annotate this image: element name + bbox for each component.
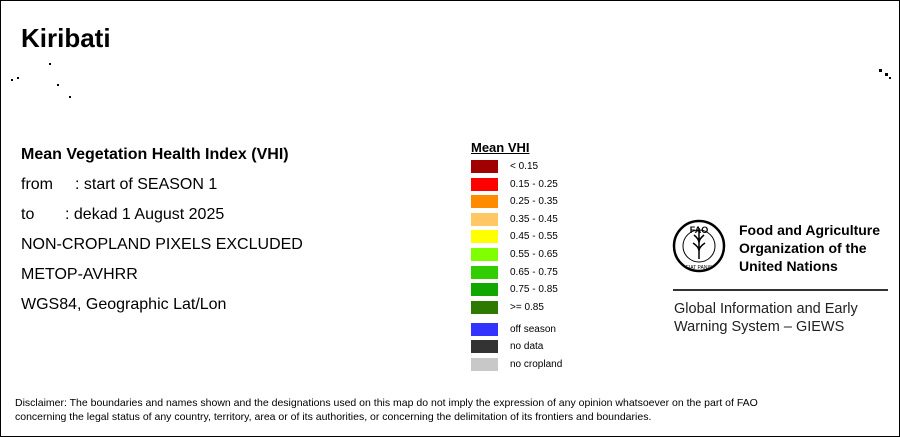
legend-swatch xyxy=(471,160,498,173)
projection: WGS84, Geographic Lat/Lon xyxy=(21,296,227,313)
from-label: from xyxy=(21,176,53,193)
legend-swatch xyxy=(471,230,498,244)
legend-swatch xyxy=(471,265,498,279)
legend-swatch xyxy=(471,195,498,209)
legend-label: no cropland xyxy=(510,358,563,370)
legend-label: < 0.15 xyxy=(510,161,539,172)
fao-name: United Nations xyxy=(739,258,838,274)
legend-label: off season xyxy=(510,324,556,335)
logo-letters: FAO xyxy=(690,225,709,235)
legend-label: 0.65 - 0.75 xyxy=(510,266,558,278)
legend-title: Mean VHI xyxy=(471,140,530,155)
mask: NON-CROPLAND PIXELS EXCLUDED xyxy=(21,236,303,253)
legend-label: 0.35 - 0.45 xyxy=(510,213,558,225)
legend-label: 0.55 - 0.65 xyxy=(510,249,558,260)
legend-swatch xyxy=(471,177,498,191)
legend-swatch xyxy=(471,212,498,226)
sensor: METOP-AVHRR xyxy=(21,266,138,283)
legend-swatch xyxy=(471,248,498,261)
map-dots xyxy=(11,63,891,98)
legend-label: 0.45 - 0.55 xyxy=(510,231,558,243)
divider xyxy=(673,289,888,291)
disclaimer: Disclaimer: The boundaries and names sho… xyxy=(15,397,758,409)
to-value: : dekad 1 August 2025 xyxy=(65,206,225,223)
fao-name: Organization of the xyxy=(739,240,867,256)
title: Kiribati xyxy=(21,23,111,53)
fao-logo: FAO FIAT PANIS xyxy=(672,219,726,273)
disclaimer: concerning the legal status of any count… xyxy=(15,411,652,423)
legend-label: 0.15 - 0.25 xyxy=(510,178,558,190)
from-value: : start of SEASON 1 xyxy=(75,176,218,193)
to-label: to xyxy=(21,206,35,223)
giews: Global Information and Early xyxy=(674,301,858,317)
legend-label: >= 0.85 xyxy=(510,301,544,313)
legend-label: 0.25 - 0.35 xyxy=(510,196,558,208)
legend-swatch xyxy=(471,283,498,297)
logo-motto: FIAT PANIS xyxy=(686,265,713,271)
legend-label: 0.75 - 0.85 xyxy=(510,284,558,296)
giews: Warning System – GIEWS xyxy=(674,319,845,335)
legend-swatch xyxy=(471,300,498,314)
legend-swatch xyxy=(471,340,498,354)
legend-swatch xyxy=(471,323,498,336)
heading: Mean Vegetation Health Index (VHI) xyxy=(21,146,289,163)
legend-label: no data xyxy=(510,341,544,353)
legend-swatch xyxy=(471,357,498,371)
fao-name: Food and Agriculture xyxy=(739,222,881,238)
